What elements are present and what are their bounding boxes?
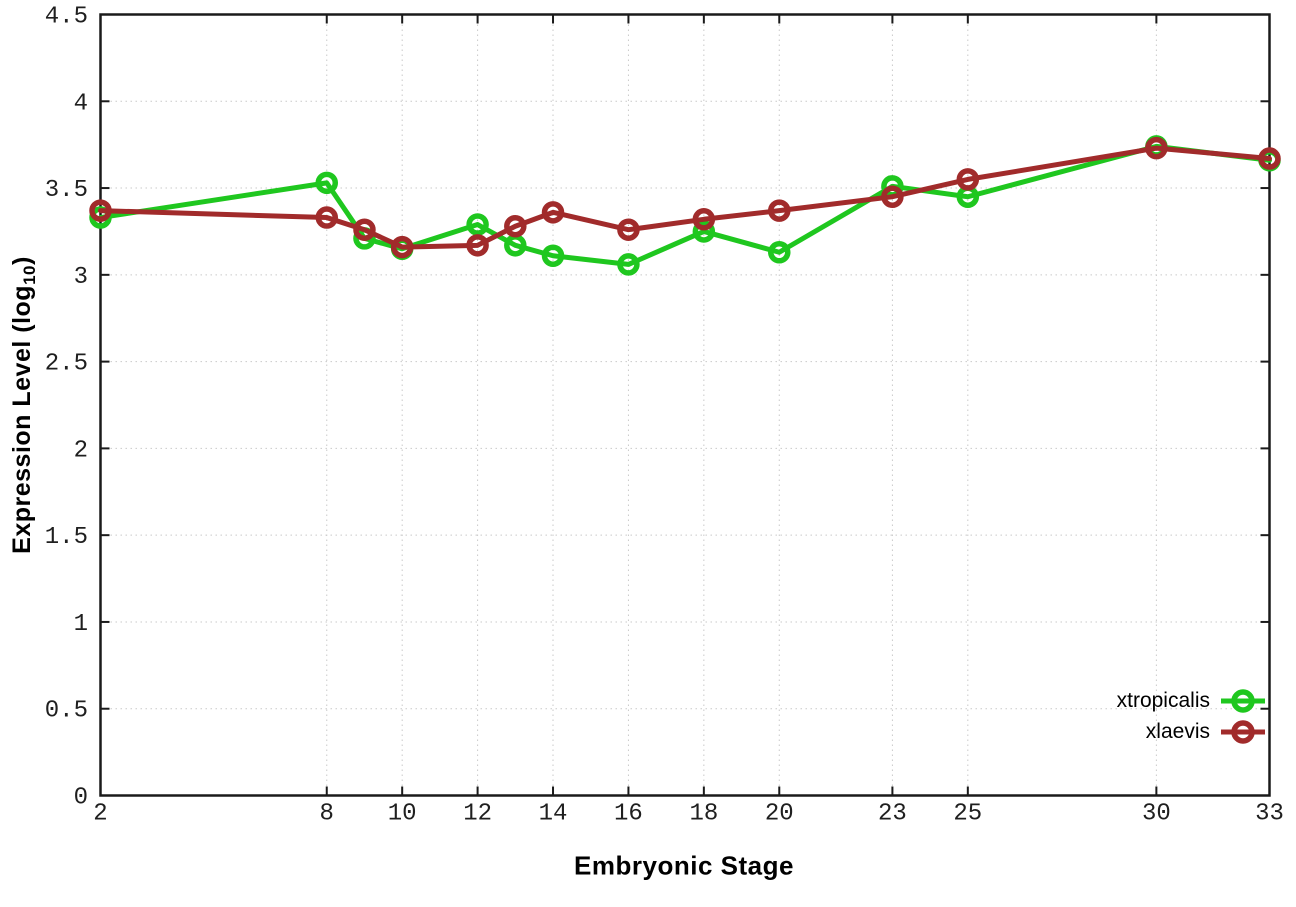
data-point-xlaevis xyxy=(466,234,489,257)
y-axis-title: Expression Level (log10) xyxy=(8,256,39,554)
y-tick-label: 3 xyxy=(74,264,88,291)
data-point-xlaevis xyxy=(1145,136,1168,160)
x-tick-label: 25 xyxy=(953,801,982,828)
x-tick-label: 23 xyxy=(878,801,907,828)
data-point-xtropicalis xyxy=(541,244,565,267)
y-tick-label: 0 xyxy=(74,785,88,812)
y-tick-label: 2 xyxy=(74,437,88,464)
x-tick-label: 10 xyxy=(388,801,417,828)
x-tick-label: 18 xyxy=(689,801,718,828)
y-tick-label: 4 xyxy=(74,90,88,117)
line-circle-marker-icon xyxy=(1221,688,1265,713)
data-point-xlaevis xyxy=(89,199,112,222)
data-point-xlaevis xyxy=(390,235,414,259)
data-point-xlaevis xyxy=(768,199,791,222)
x-tick-label: 33 xyxy=(1255,801,1284,828)
x-tick-label: 2 xyxy=(93,801,107,828)
x-tick-label: 30 xyxy=(1142,801,1171,828)
x-tick-label: 12 xyxy=(463,801,492,828)
y-tick-label: 2.5 xyxy=(45,351,88,378)
legend-label-xtropicalis: xtropicalis xyxy=(1116,688,1210,712)
x-axis-title: Embryonic Stage xyxy=(574,850,794,881)
y-tick-label: 0.5 xyxy=(45,698,88,725)
data-point-xtropicalis xyxy=(617,253,640,276)
y-tick-label: 1 xyxy=(74,611,88,638)
data-point-xlaevis xyxy=(881,185,904,208)
data-point-xlaevis xyxy=(315,206,339,229)
data-point-xlaevis xyxy=(1258,147,1281,170)
x-tick-label: 8 xyxy=(320,801,334,828)
line-circle-marker-icon xyxy=(1221,719,1265,744)
legend: xtropicalis xlaevis xyxy=(1117,685,1266,747)
y-tick-label: 1.5 xyxy=(45,524,88,551)
data-point-xtropicalis xyxy=(768,241,791,264)
y-tick-label: 4.5 xyxy=(45,4,88,31)
y-tick-label: 3.5 xyxy=(45,177,88,204)
data-point-xtropicalis xyxy=(466,213,489,236)
legend-label-xlaevis: xlaevis xyxy=(1145,719,1210,743)
data-point-xlaevis xyxy=(541,201,565,224)
y-axis-title-subscript: 10 xyxy=(20,264,39,285)
data-point-xlaevis xyxy=(617,218,640,241)
series-line-xtropicalis xyxy=(98,143,1272,267)
x-tick-label: 14 xyxy=(539,801,568,828)
x-tick-label: 20 xyxy=(765,801,794,828)
data-point-xlaevis xyxy=(692,208,716,231)
legend-row-xtropicalis: xtropicalis xyxy=(1117,685,1266,716)
plot-border xyxy=(99,13,1271,797)
data-point-xlaevis xyxy=(956,168,980,191)
data-point-xtropicalis xyxy=(315,171,339,195)
legend-row-xlaevis: xlaevis xyxy=(1117,716,1266,747)
data-point-xtropicalis xyxy=(692,220,716,243)
x-tick-label: 16 xyxy=(614,801,643,828)
data-point-xlaevis xyxy=(353,218,376,241)
data-point-xlaevis xyxy=(504,214,527,238)
